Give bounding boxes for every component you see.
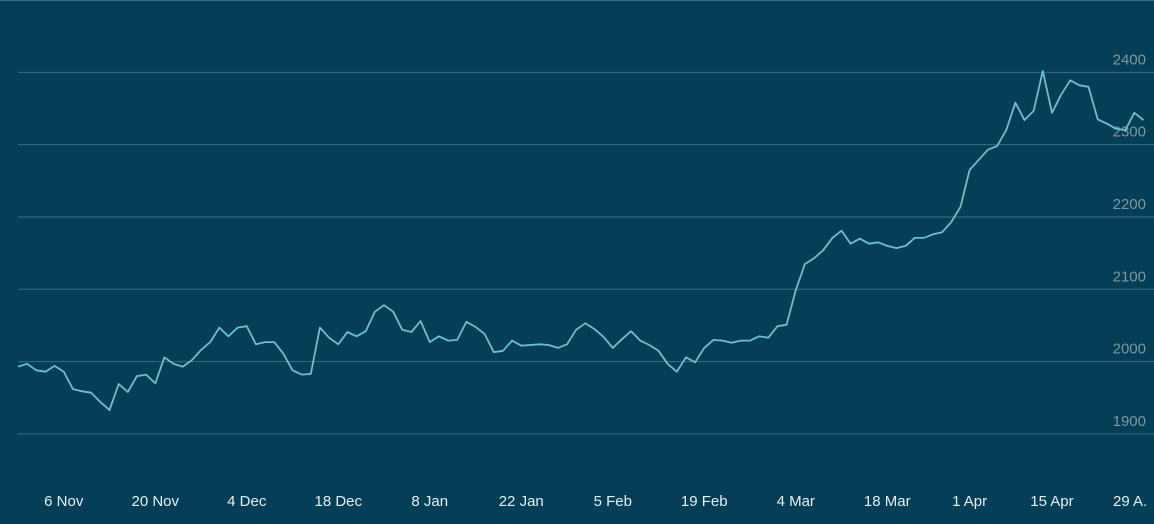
price-line [17,70,1145,411]
x-tick-label: 5 Feb [594,493,632,510]
x-tick-label: 22 Jan [499,493,544,510]
x-tick-label: 6 Nov [44,493,84,510]
y-tick-label: 2400 [1113,51,1146,68]
x-tick-label: 18 Dec [314,493,362,510]
y-tick-label: 2100 [1113,268,1146,285]
x-tick-label: 4 Mar [777,493,815,510]
x-tick-label: 29 A... [1113,493,1154,510]
y-tick-label: 2200 [1113,196,1146,213]
x-tick-label: 18 Mar [864,493,911,510]
x-tick-label: 19 Feb [681,493,728,510]
y-tick-label: 1900 [1113,413,1146,430]
y-tick-label: 2000 [1113,341,1146,358]
x-tick-label: 20 Nov [131,493,179,510]
x-tick-label: 15 Apr [1030,493,1073,510]
x-tick-label: 1 Apr [952,493,987,510]
y-tick-label: 2300 [1113,124,1146,141]
x-tick-label: 4 Dec [227,493,267,510]
x-tick-label: 8 Jan [411,493,448,510]
